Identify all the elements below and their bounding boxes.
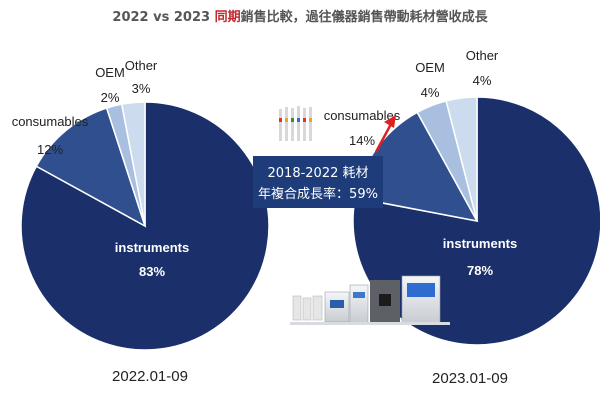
slice-name-label: OEM	[415, 60, 445, 75]
device-small	[312, 295, 323, 321]
title-suffix: 銷售比較，過往儀器銷售帶動耗材營收成長	[240, 10, 488, 25]
cagr-callout: 2018-2022 耗材 年複合成長率：59%	[253, 156, 383, 208]
pipette-tube	[285, 107, 288, 141]
arrow-head	[384, 115, 396, 128]
slice-name-label: instruments	[115, 240, 189, 255]
slice-value-label: 78%	[467, 263, 493, 278]
consumables-picture	[279, 106, 312, 141]
period-label-2022: 2022.01-09	[112, 368, 188, 385]
pipette-tube	[309, 107, 312, 141]
tube-cap	[297, 118, 300, 122]
slice-name-label: Other	[466, 48, 499, 63]
pie-slice-2022-other	[120, 101, 146, 227]
slice-value-label: 2%	[101, 90, 120, 105]
instruments-picture	[290, 275, 450, 325]
device-small	[292, 295, 302, 321]
callout-box	[253, 156, 383, 208]
tube-cap	[303, 118, 306, 122]
pie-slice-2023-other	[445, 96, 478, 222]
slice-value-label: 4%	[473, 73, 492, 88]
title-prefix: 2022 vs 2023	[112, 10, 215, 25]
pipette-tube	[279, 109, 282, 141]
chart-title: 2022 vs 2023 同期銷售比較，過往儀器銷售帶動耗材營收成長	[0, 6, 600, 25]
slice-name-label: consumables	[12, 114, 89, 129]
title-highlight: 同期	[214, 10, 241, 25]
pipette-tube	[291, 108, 294, 141]
slice-value-label: 14%	[349, 133, 375, 148]
pie-slice-2022-consumables	[35, 107, 147, 228]
device-shadow	[290, 322, 450, 325]
slice-name-label: OEM	[95, 65, 125, 80]
slice-name-label: consumables	[324, 108, 401, 123]
tube-cap	[279, 118, 282, 122]
device-small	[302, 297, 312, 321]
device-panel	[330, 300, 344, 308]
tube-cap	[309, 118, 312, 122]
slice-value-label: 4%	[421, 85, 440, 100]
growth-arrow	[374, 115, 396, 153]
device-tall	[349, 284, 369, 324]
pipette-tube	[297, 106, 300, 141]
slice-name-label: instruments	[443, 236, 517, 251]
tube-cap	[285, 118, 288, 122]
slice-value-label: 3%	[132, 81, 151, 96]
pipette-tube	[303, 108, 306, 141]
device-screen	[407, 283, 435, 297]
period-label-2023: 2023.01-09	[432, 370, 508, 387]
callout-line2: 年複合成長率：59%	[258, 186, 378, 202]
pie-chart-2022: instruments 83% consumables 12% OEM 2% Other 3%	[12, 58, 270, 351]
callout-line1: 2018-2022 耗材	[268, 166, 369, 181]
arrow-shaft	[374, 123, 393, 153]
slice-value-label: 12%	[37, 142, 63, 157]
slice-name-label: Other	[125, 58, 158, 73]
device-panel	[353, 292, 365, 298]
tube-cap	[291, 118, 294, 122]
device-opening	[379, 294, 391, 306]
slice-value-label: 83%	[139, 264, 165, 279]
